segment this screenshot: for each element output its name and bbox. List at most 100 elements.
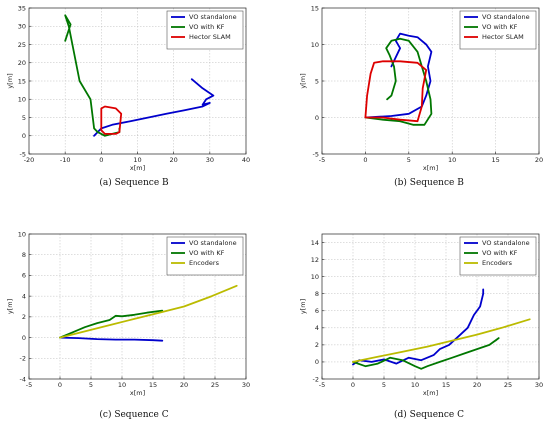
y-tick-label: 15 [18,77,26,85]
x-axis-label: x[m] [130,164,145,172]
legend-label: VO standalone [482,13,530,21]
chart-caption: (b) Sequence B [394,177,464,188]
x-tick-label: 0 [99,156,103,164]
x-tick-label: -5 [319,156,325,164]
x-tick-label: 15 [149,381,157,389]
y-tick-label: 4 [315,324,319,332]
x-tick-label: -5 [319,381,325,389]
plot-frame [28,7,247,155]
chart-panel-2: -5 0 5 10 15 20 25 30 -4 -2 0 2 4 6 8 10 x[m] y[m] VO stan… [6,230,250,420]
legend: VO standalone VO with KF Hector SLAM [166,10,244,50]
chart-caption: (c) Sequence C [99,409,168,420]
legend: VO standalone VO with KF Encoders [166,236,244,276]
x-tick-label: -20 [24,156,35,164]
series-line-2 [59,284,238,339]
series-line-0 [364,32,433,119]
x-tick-label: 0 [363,156,367,164]
x-tick-label: 20 [535,156,543,164]
series-line-1 [352,337,500,370]
y-tick-label: 4 [22,292,26,300]
y-tick-label: -2 [313,375,319,383]
y-tick-label: 8 [315,290,319,298]
y-tick-label: 6 [22,272,26,280]
legend-label: VO with KF [482,249,518,257]
y-axis-label: y[m] [6,73,14,88]
chart-caption: (a) Sequence B [99,177,169,188]
y-tick-label: 5 [315,77,319,85]
y-tick-label: 0 [22,132,26,140]
y-tick-label: 8 [22,251,26,259]
y-tick-label: 2 [22,313,26,321]
y-tick-label: 0 [22,334,26,342]
x-tick-label: 0 [351,381,355,389]
y-tick-label: -4 [20,375,26,383]
x-tick-label: 5 [382,381,386,389]
series-line-0 [352,288,485,366]
y-tick-label: 15 [311,4,319,12]
y-tick-label: 10 [18,230,26,238]
y-tick-label: 12 [311,256,319,264]
series-line-1 [364,37,433,126]
y-tick-label: 0 [315,358,319,366]
y-tick-label: -5 [313,150,319,158]
series-line-2 [352,318,531,363]
x-tick-label: 20 [180,381,188,389]
y-tick-label: 0 [315,114,319,122]
legend-label: Encoders [482,259,513,267]
plot-frame [321,233,540,380]
plot-frame [321,7,540,155]
plot-frame [28,233,247,380]
x-tick-label: 25 [211,381,219,389]
y-tick-label: 25 [18,41,26,49]
legend-label: Hector SLAM [189,33,231,41]
x-axis-label: x[m] [130,389,145,397]
y-tick-label: 10 [18,96,26,104]
x-tick-label: 20 [170,156,178,164]
y-tick-label: 14 [311,239,319,247]
legend: VO standalone VO with KF Encoders [459,236,537,276]
series-line-2 [364,60,428,123]
x-tick-label: 15 [491,156,499,164]
y-tick-label: 20 [18,59,26,67]
series-line-2 [100,105,123,135]
x-tick-label: 10 [411,381,419,389]
x-tick-label: 30 [242,381,250,389]
x-tick-label: 10 [448,156,456,164]
legend-label: Encoders [189,259,220,267]
y-tick-label: -5 [20,150,26,158]
legend-label: VO with KF [482,23,518,31]
series-line-0 [93,78,215,137]
x-tick-label: 40 [242,156,250,164]
chart-caption: (d) Sequence C [394,409,464,420]
x-tick-label: -5 [26,381,32,389]
x-tick-label: 10 [118,381,126,389]
y-tick-label: 10 [311,273,319,281]
series-line-0 [59,336,164,342]
x-tick-label: 5 [89,381,93,389]
legend: VO standalone VO with KF Hector SLAM [459,10,537,50]
x-tick-label: 20 [473,381,481,389]
y-tick-label: 35 [18,4,26,12]
legend-label: Hector SLAM [482,33,524,41]
y-tick-label: -2 [20,355,26,363]
legend-label: VO standalone [189,239,237,247]
y-tick-label: 6 [315,307,319,315]
x-tick-label: 5 [407,156,411,164]
y-axis-label: y[m] [299,299,307,314]
x-axis-label: x[m] [423,164,438,172]
x-tick-label: 25 [504,381,512,389]
y-tick-label: 30 [18,23,26,31]
y-axis-label: y[m] [6,299,14,314]
legend-label: VO with KF [189,23,225,31]
legend-label: VO with KF [189,249,225,257]
x-tick-label: 30 [206,156,214,164]
y-tick-label: 5 [22,114,26,122]
legend-label: VO standalone [189,13,237,21]
y-tick-label: 10 [311,41,319,49]
x-tick-label: 30 [535,381,543,389]
y-axis-label: y[m] [299,73,307,88]
x-tick-label: -10 [60,156,71,164]
legend-label: VO standalone [482,239,530,247]
